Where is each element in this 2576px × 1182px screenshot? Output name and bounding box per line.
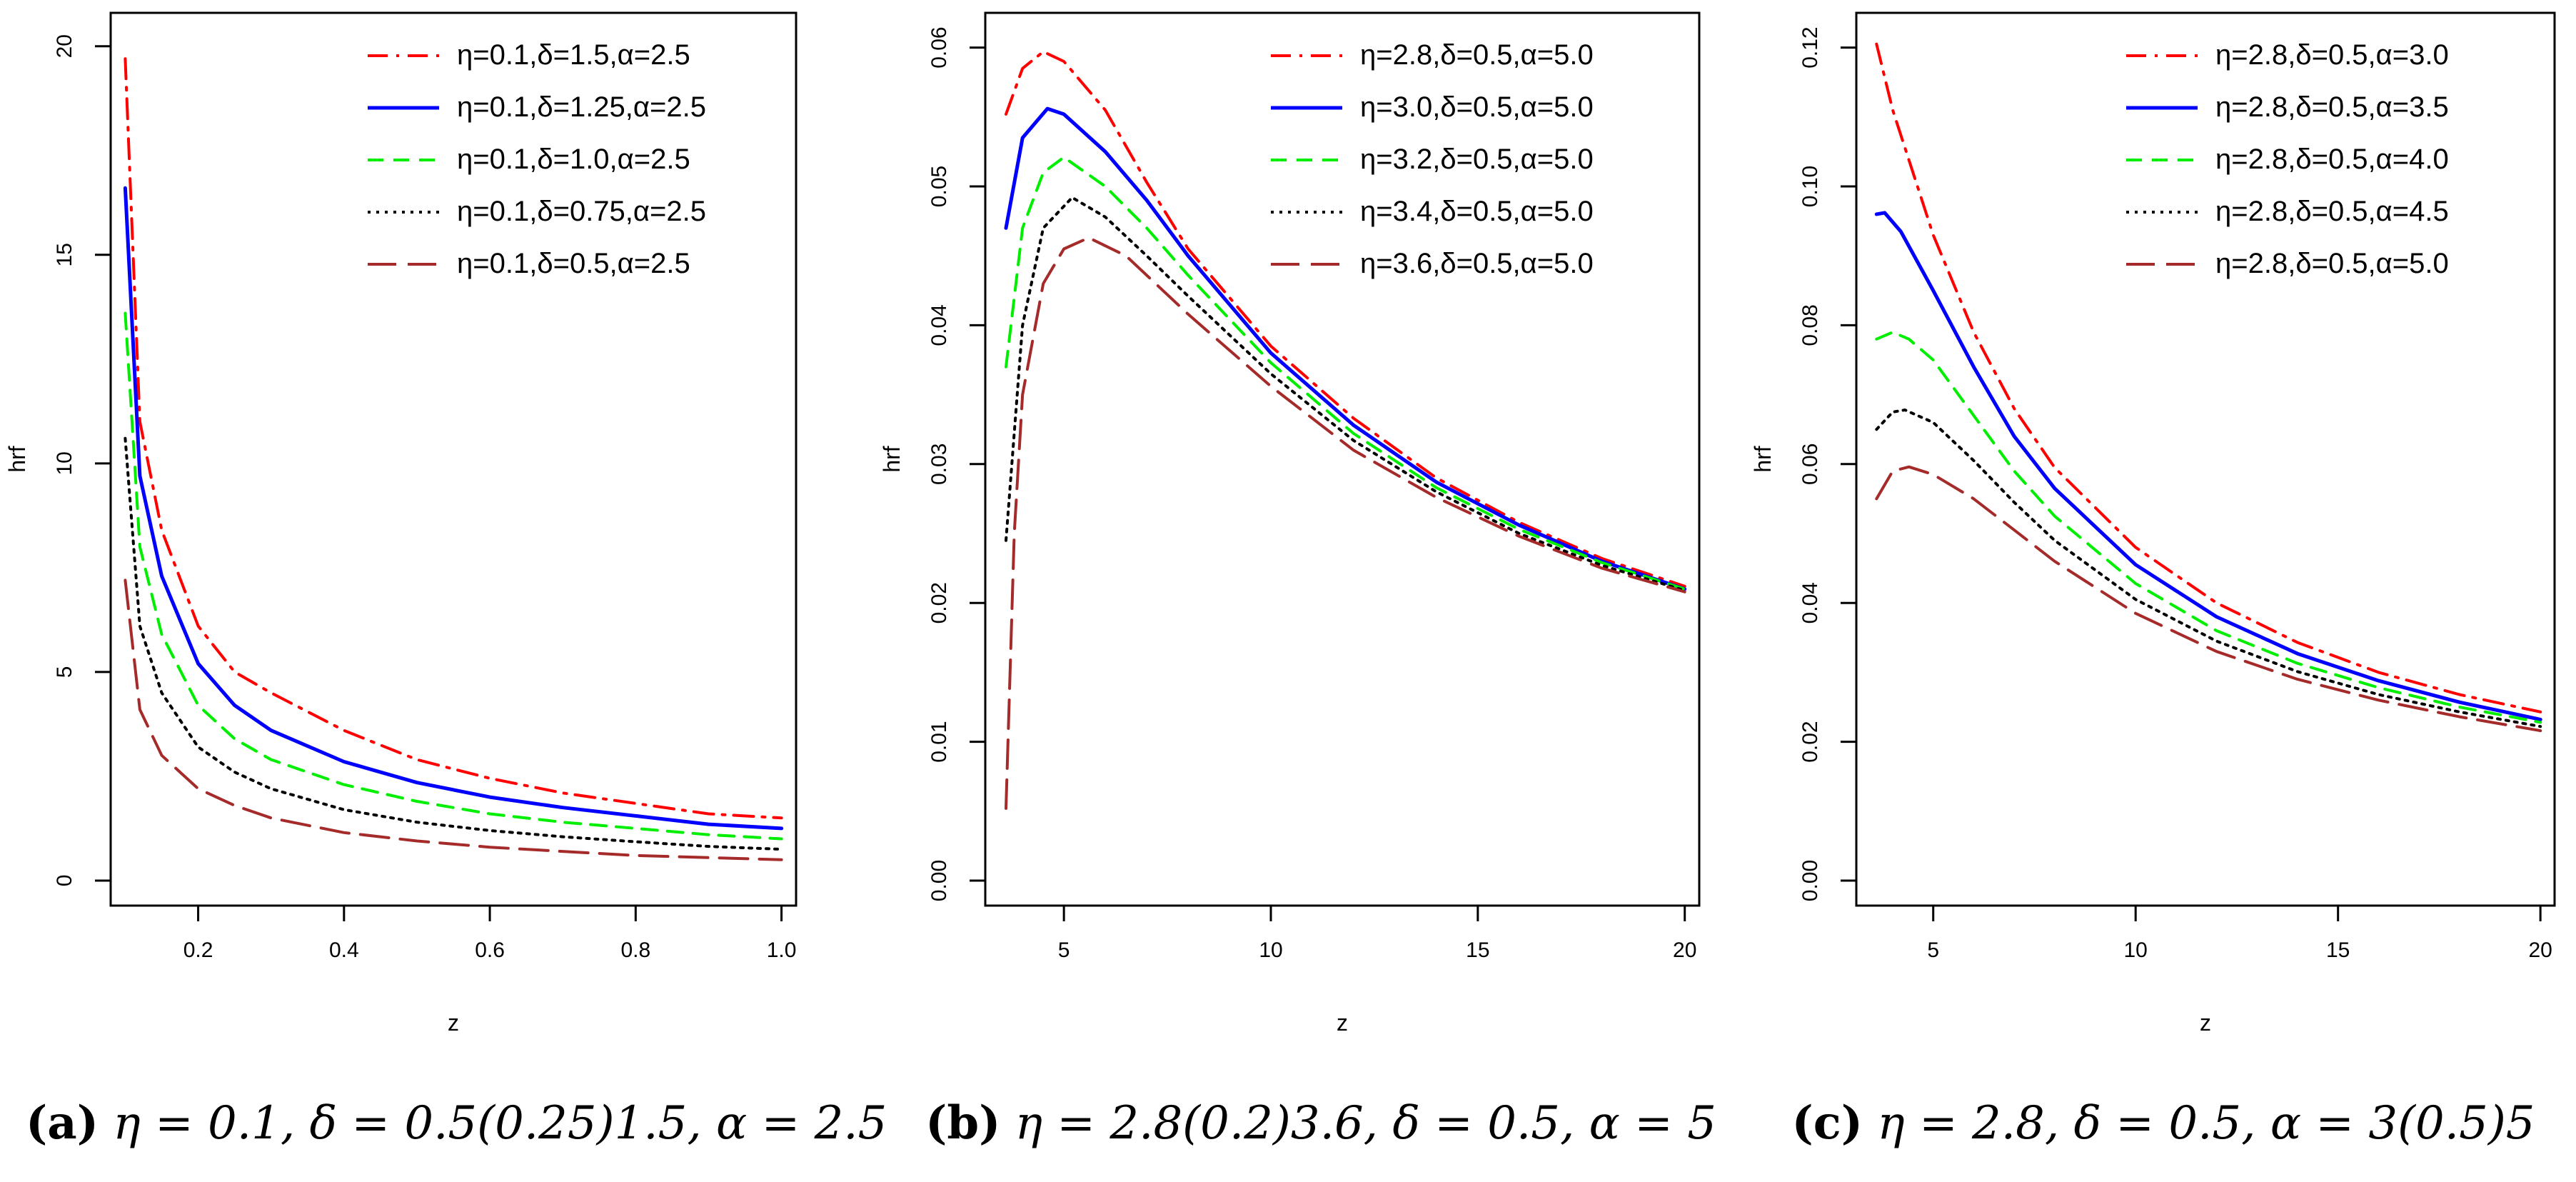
x-tick-label: 5 (1058, 938, 1070, 962)
caption-c-label: (c) (1791, 1096, 1863, 1150)
series-line-2 (123, 186, 784, 831)
legend-label-3: η=2.8,δ=0.5,α=4.0 (2215, 144, 2449, 175)
series-line-4 (1005, 196, 1686, 592)
x-tick-label: 10 (1259, 938, 1282, 962)
x-tick-label: 20 (1673, 938, 1696, 962)
caption-c-text: η = 2.8, δ = 0.5, α = 3(0.5)5 (1877, 1097, 2535, 1150)
y-axis-label: hrf (1750, 446, 1776, 472)
x-tick-label: 10 (2124, 938, 2148, 962)
y-tick-label: 0.05 (927, 166, 951, 207)
series-line-5 (124, 579, 783, 861)
legend-label-1: η=2.8,δ=0.5,α=5.0 (1360, 39, 1594, 71)
chart-panel-b: 5 10 15 20 0.00 0.01 0.02 0.03 0.04 0.05 0.06 z hrf η… (879, 11, 1701, 1036)
x-tick-label: 1.0 (767, 938, 797, 962)
y-tick-label: 0.01 (927, 721, 951, 762)
y-tick-label: 0.00 (1798, 860, 1822, 901)
caption-a-label: (a) (26, 1096, 99, 1150)
caption-b-label: (b) (925, 1096, 1001, 1150)
y-tick-label: 0.12 (1798, 26, 1822, 68)
plot-frame (109, 11, 798, 907)
legend-label-4: η=2.8,δ=0.5,α=4.5 (2215, 196, 2449, 227)
plot-frame (1855, 11, 2556, 907)
x-axis-label: z (1337, 1010, 1348, 1036)
y-tick-label: 20 (53, 34, 76, 58)
y-tick-label: 0.04 (1798, 582, 1822, 623)
legend: η=0.1,δ=1.5,α=2.5 η=0.1,δ=1.25,α=2.5 η=0.1… (368, 39, 706, 279)
legend-label-4: η=3.4,δ=0.5,α=5.0 (1360, 196, 1594, 227)
x-tick-label: 0.8 (620, 938, 650, 962)
caption-c: (c) η = 2.8, δ = 0.5, α = 3(0.5)5 (1735, 1096, 2576, 1150)
x-tick-label: 0.4 (329, 938, 359, 962)
y-tick-label: 0.02 (927, 582, 951, 623)
y-axis-label: hrf (4, 446, 30, 472)
y-tick-label: 0.10 (1798, 166, 1822, 207)
legend-label-3: η=0.1,δ=1.0,α=2.5 (457, 144, 690, 175)
y-tick-label: 15 (53, 243, 76, 266)
caption-a-text: η = 0.1, δ = 0.5(0.25)1.5, α = 2.5 (113, 1097, 887, 1150)
legend-label-1: η=2.8,δ=0.5,α=3.0 (2215, 39, 2449, 71)
y-tick-label: 0.08 (1798, 304, 1822, 346)
series-line-1 (124, 57, 783, 820)
chart-panel-a: 0.2 0.4 0.6 0.8 1.0 0 5 10 15 20 z hrf η=0.1,δ=1.5,α… (4, 11, 798, 1036)
y-tick-label: 0.00 (927, 860, 951, 901)
x-tick-label: 0.6 (475, 938, 505, 962)
y-tick-label: 0.06 (1798, 444, 1822, 485)
y-tick-label: 0 (53, 875, 76, 887)
legend: η=2.8,δ=0.5,α=5.0 η=3.0,δ=0.5,α=5.0 η=3.2,… (1271, 39, 1594, 279)
x-axis-label: z (2200, 1010, 2211, 1036)
series-line-1 (1875, 42, 2542, 713)
series-line-4 (1875, 409, 2542, 728)
series-line-3 (1005, 156, 1686, 591)
caption-a: (a) η = 0.1, δ = 0.5(0.25)1.5, α = 2.5 (26, 1096, 887, 1150)
series-line-5 (1005, 236, 1686, 810)
series-line-3 (124, 311, 783, 841)
series-line-4 (124, 436, 783, 851)
y-tick-label: 0.03 (927, 444, 951, 485)
legend-label-5: η=3.6,δ=0.5,α=5.0 (1360, 248, 1594, 279)
y-tick-label: 0.04 (927, 304, 951, 346)
legend-label-5: η=0.1,δ=0.5,α=2.5 (457, 248, 690, 279)
series-line-3 (1875, 331, 2542, 724)
legend-label-4: η=0.1,δ=0.75,α=2.5 (457, 196, 706, 227)
series-line-2 (1874, 211, 2542, 721)
caption-b-text: η = 2.8(0.2)3.6, δ = 0.5, α = 5 (1015, 1097, 1716, 1150)
y-tick-label: 5 (53, 666, 76, 678)
y-tick-label: 0.02 (1798, 721, 1822, 762)
legend-label-2: η=3.0,δ=0.5,α=5.0 (1360, 91, 1594, 123)
x-tick-label: 15 (2326, 938, 2350, 962)
x-tick-label: 0.2 (183, 938, 213, 962)
x-tick-label: 5 (1927, 938, 1939, 962)
legend-label-1: η=0.1,δ=1.5,α=2.5 (457, 39, 690, 71)
x-tick-label: 20 (2528, 938, 2552, 962)
series-line-1 (1005, 50, 1686, 588)
x-tick-label: 15 (1466, 938, 1489, 962)
legend-label-5: η=2.8,δ=0.5,α=5.0 (2215, 248, 2449, 279)
legend-label-2: η=2.8,δ=0.5,α=3.5 (2215, 91, 2449, 123)
series-line-5 (1875, 465, 2542, 733)
legend-label-3: η=3.2,δ=0.5,α=5.0 (1360, 144, 1594, 175)
legend-label-2: η=0.1,δ=1.25,α=2.5 (457, 91, 706, 123)
caption-b: (b) η = 2.8(0.2)3.6, δ = 0.5, α = 5 (892, 1096, 1749, 1150)
y-tick-label: 10 (53, 451, 76, 475)
series-line-2 (1004, 106, 1687, 591)
x-axis-label: z (448, 1010, 459, 1036)
chart-panel-c: 5 10 15 20 0.00 0.02 0.04 0.06 0.08 0.10 0.12 z hrf η… (1750, 11, 2556, 1036)
y-axis-label: hrf (879, 446, 905, 472)
y-tick-label: 0.06 (927, 26, 951, 68)
legend: η=2.8,δ=0.5,α=3.0 η=2.8,δ=0.5,α=3.5 η=2.8,… (2126, 39, 2449, 279)
